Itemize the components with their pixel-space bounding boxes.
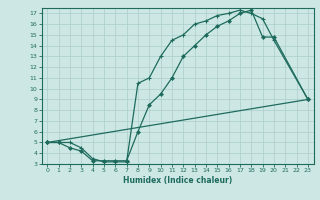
X-axis label: Humidex (Indice chaleur): Humidex (Indice chaleur) [123,176,232,185]
